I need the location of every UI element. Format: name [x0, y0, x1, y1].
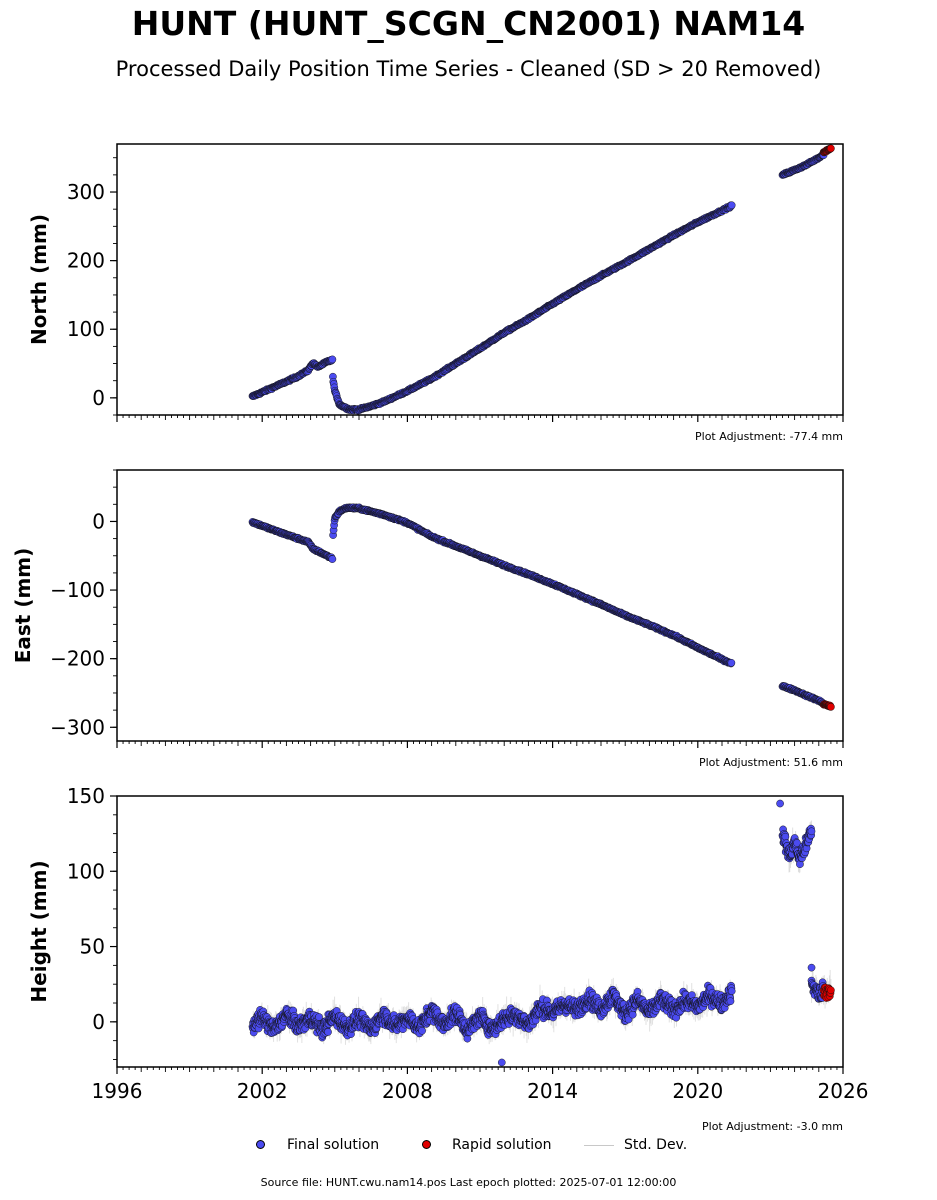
y-tick-label: −300 [50, 715, 105, 739]
data-point [418, 1026, 426, 1035]
panel-height: 1996 2002 2008 2014 2020 2026050100150Height … [27, 784, 868, 1133]
rapid-solution-points [819, 144, 835, 157]
y-tick-label: 0 [92, 509, 105, 533]
plot-frame [116, 143, 844, 416]
data-point [727, 658, 736, 667]
y-tick-label: −100 [50, 578, 105, 602]
chart-subtitle: Processed Daily Position Time Series - C… [115, 57, 822, 81]
final-solution-points [248, 824, 828, 1043]
y-axis-label: East (mm) [11, 548, 35, 664]
y-tick-label: 200 [67, 249, 105, 273]
plot-frame [116, 469, 844, 742]
y-axis: 0 100 200 300 [67, 157, 117, 416]
data-point [328, 555, 337, 563]
plot-adjustment-label: Plot Adjustment: 51.6 mm [699, 756, 843, 769]
plot-adjustment-label: Plot Adjustment: -77.4 mm [695, 430, 843, 443]
x-axis [116, 741, 844, 748]
data-point [807, 827, 816, 836]
data-point [628, 1010, 637, 1019]
y-axis-label: North (mm) [27, 214, 51, 345]
rapid-solution-points [819, 700, 835, 711]
panel-north: 0 100 200 300 North (mm) Plot Adjustment: -77… [27, 143, 844, 443]
y-tick-label: 300 [67, 180, 105, 204]
data-point [727, 987, 736, 995]
panel-east: 0 −100 −200 −300 East (mm) Plot Adjustment: 5… [11, 469, 844, 769]
y-axis: 0 −100 −200 −300 [50, 469, 117, 739]
data-point [328, 355, 337, 364]
y-tick-label: 0 [92, 386, 105, 410]
data-point [324, 1028, 332, 1036]
final-solution-points [248, 503, 828, 709]
y-tick-label: 100 [67, 317, 105, 341]
final-solution-points [248, 151, 828, 415]
data-point [726, 997, 735, 1006]
x-axis [116, 415, 844, 422]
data-point [827, 144, 835, 153]
y-tick-label: −200 [50, 647, 105, 671]
data-point [727, 201, 736, 210]
data-point [781, 832, 790, 841]
chart-title: HUNT (HUNT_SCGN_CN2001) NAM14 [131, 4, 806, 43]
data-point [827, 703, 835, 711]
